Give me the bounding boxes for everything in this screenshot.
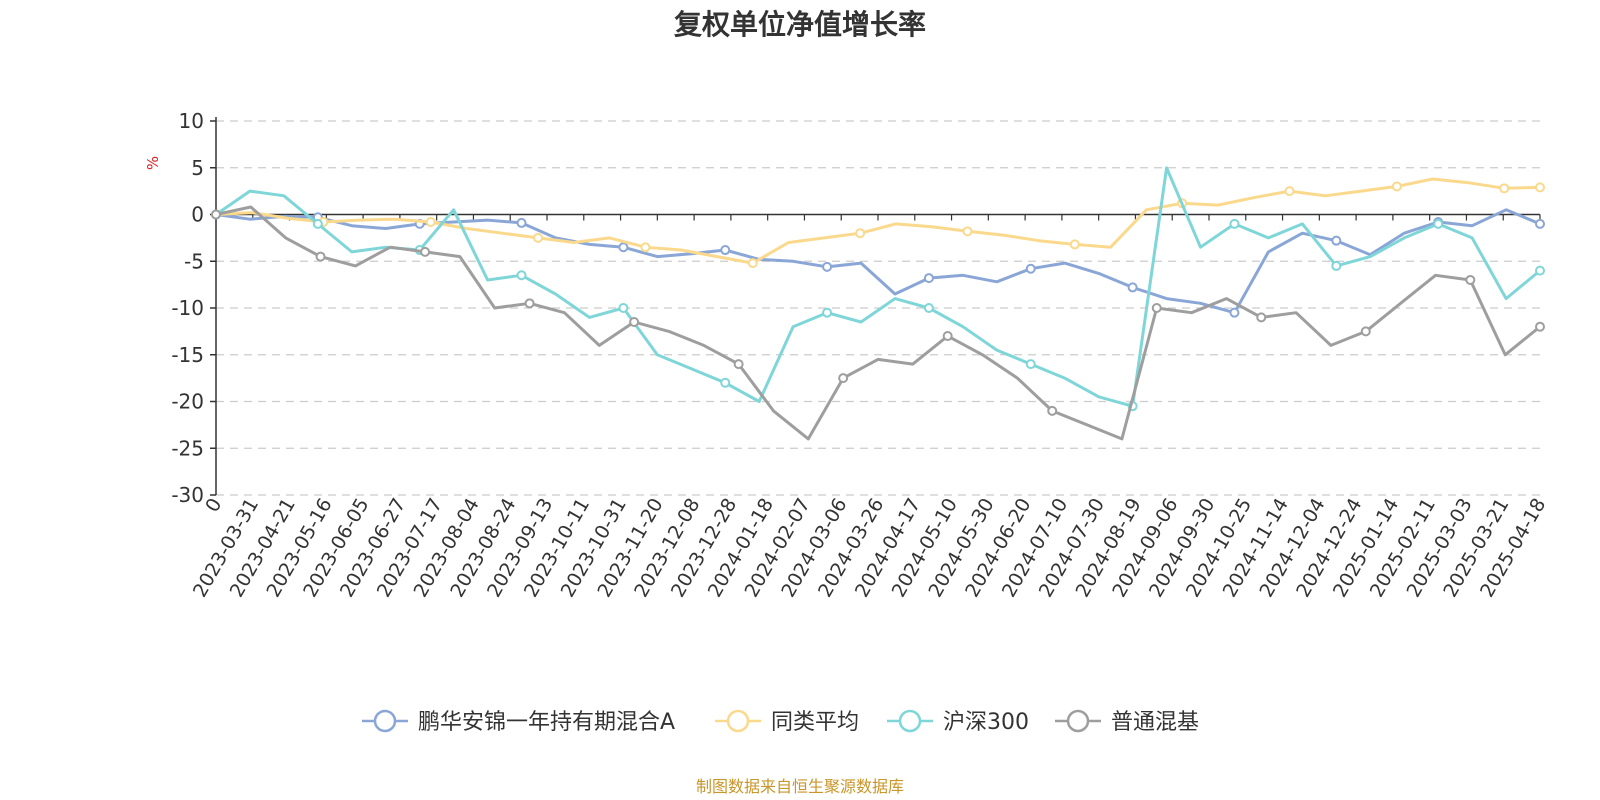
source-note: 制图数据来自恒生聚源数据库 — [696, 777, 904, 796]
data-point — [524, 298, 535, 309]
data-point — [942, 331, 953, 342]
data-point — [315, 251, 326, 262]
data-point — [1284, 186, 1295, 197]
series-4 — [211, 205, 1545, 441]
data-point — [211, 209, 221, 220]
data-point — [1499, 183, 1510, 194]
data-point — [312, 218, 323, 229]
data-point — [1069, 239, 1080, 250]
data-point — [1331, 260, 1342, 271]
series-line — [214, 166, 1542, 408]
series-2 — [211, 177, 1545, 269]
data-point — [747, 258, 758, 269]
data-point — [425, 216, 436, 227]
data-point — [516, 217, 527, 228]
data-point — [1025, 263, 1036, 274]
y-axis-unit: % — [144, 156, 162, 170]
series-line — [214, 177, 1542, 265]
data-point — [822, 261, 833, 272]
data-point — [923, 273, 934, 284]
series-line — [214, 205, 1542, 441]
data-point — [1360, 326, 1371, 337]
data-point — [1433, 218, 1444, 229]
data-point — [923, 303, 934, 313]
data-point — [618, 303, 629, 313]
data-point — [822, 307, 833, 318]
legend-item: 同类平均 — [715, 709, 859, 735]
data-point — [533, 232, 544, 243]
data-point — [1229, 307, 1240, 318]
data-point — [1025, 359, 1036, 370]
data-point — [1535, 218, 1545, 229]
data-point — [1229, 218, 1240, 229]
data-point — [1535, 265, 1545, 276]
legend-item: 沪深300 — [887, 709, 1029, 735]
legend-label: 同类平均 — [771, 710, 859, 735]
data-point — [629, 317, 640, 328]
legend-label: 普通混基 — [1111, 710, 1199, 735]
data-point — [733, 359, 744, 370]
y-tick-label: 0 — [191, 203, 204, 227]
data-point — [420, 246, 431, 257]
legend-marker-icon — [373, 709, 397, 733]
y-tick-label: 10 — [179, 109, 204, 133]
y-tick-label: 5 — [191, 156, 204, 180]
data-point — [962, 226, 973, 237]
data-point — [1047, 405, 1058, 416]
legend-marker-icon — [898, 709, 922, 733]
data-point — [1127, 282, 1138, 293]
data-point — [1151, 303, 1162, 313]
y-tick-label: -5 — [184, 249, 204, 273]
data-point — [1391, 181, 1402, 192]
grid — [216, 120, 1540, 496]
data-point — [720, 245, 731, 256]
data-point — [720, 377, 731, 388]
legend-item: 鹏华安锦一年持有期混合A — [362, 709, 675, 735]
y-tick-label: -10 — [171, 296, 204, 320]
data-point — [855, 228, 866, 239]
x-tick-label: 0 — [201, 495, 226, 516]
chart-title: 复权单位净值增长率 — [674, 8, 926, 41]
data-point — [1535, 321, 1545, 332]
data-point — [1535, 182, 1545, 193]
legend-label: 沪深300 — [943, 710, 1029, 735]
data-point — [640, 242, 651, 253]
series-3 — [211, 166, 1545, 412]
data-point — [1331, 235, 1342, 246]
series-lines — [211, 166, 1545, 441]
y-tick-label: -15 — [171, 343, 204, 367]
data-point — [1465, 274, 1476, 285]
y-tick-label: -30 — [171, 483, 204, 507]
legend-label: 鹏华安锦一年持有期混合A — [418, 710, 675, 735]
y-tick-label: -20 — [171, 390, 204, 414]
data-point — [618, 242, 629, 253]
legend-item: 普通混基 — [1055, 709, 1199, 735]
data-point — [838, 373, 849, 384]
legend-marker-icon — [1066, 709, 1090, 733]
y-tick-label: -25 — [171, 436, 204, 460]
data-point — [516, 270, 527, 281]
legend: 鹏华安锦一年持有期混合A 同类平均 沪深300 普通混基 — [362, 709, 1199, 735]
data-point — [1256, 312, 1267, 323]
legend-marker-icon — [726, 709, 750, 733]
